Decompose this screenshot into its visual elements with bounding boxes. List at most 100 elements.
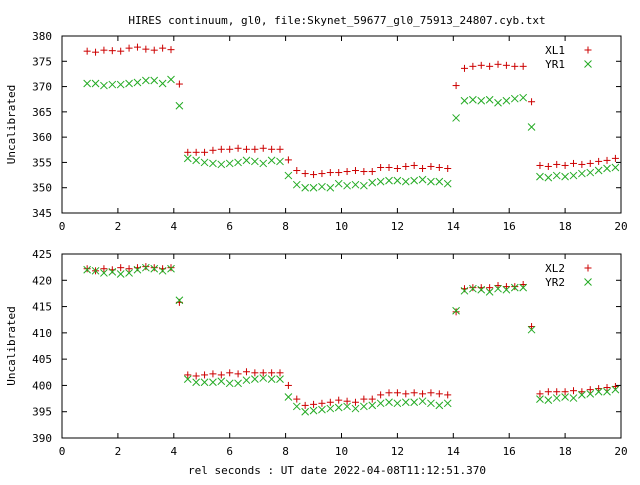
data-point-d2 bbox=[569, 394, 578, 402]
data-point-d2 bbox=[301, 183, 310, 192]
data-point bbox=[368, 395, 376, 403]
data-point bbox=[561, 388, 569, 396]
data-point bbox=[519, 280, 527, 288]
data-point bbox=[351, 398, 359, 406]
data-point bbox=[158, 266, 167, 275]
data-point-d2 bbox=[309, 406, 318, 415]
data-point bbox=[544, 173, 553, 182]
data-point-d2 bbox=[360, 402, 368, 411]
data-point-d2 bbox=[477, 96, 486, 105]
data-point bbox=[100, 265, 108, 273]
data-point bbox=[402, 162, 410, 170]
data-point-d2 bbox=[502, 285, 511, 294]
data-point bbox=[469, 95, 477, 104]
data-point-d2 bbox=[544, 396, 553, 405]
data-point bbox=[569, 394, 578, 402]
data-point-d2 bbox=[502, 96, 511, 105]
y-tick-label: 400 bbox=[32, 379, 52, 392]
x-tick-label: 2 bbox=[115, 445, 122, 458]
data-point bbox=[410, 398, 419, 407]
data-point-d2 bbox=[360, 181, 368, 190]
data-point bbox=[402, 390, 410, 398]
data-point bbox=[292, 402, 301, 411]
data-point-d2 bbox=[603, 164, 611, 173]
data-point bbox=[393, 389, 401, 397]
data-point bbox=[418, 175, 427, 184]
y-tick-label: 365 bbox=[32, 106, 52, 119]
data-point bbox=[427, 177, 435, 186]
data-point bbox=[251, 375, 259, 383]
data-point-d2 bbox=[410, 398, 419, 407]
data-point-d2 bbox=[133, 78, 142, 87]
series-YR2 bbox=[83, 263, 620, 416]
data-point bbox=[611, 154, 619, 162]
data-point bbox=[318, 170, 326, 178]
data-point bbox=[410, 176, 419, 185]
data-point bbox=[167, 46, 175, 54]
legend-marker bbox=[584, 60, 592, 68]
data-point bbox=[360, 168, 368, 176]
data-point bbox=[611, 382, 619, 390]
data-point bbox=[368, 168, 376, 176]
data-point bbox=[268, 369, 276, 377]
data-point bbox=[435, 390, 443, 398]
data-point-d2 bbox=[452, 306, 460, 315]
data-point bbox=[301, 401, 309, 409]
data-point-d2 bbox=[460, 286, 469, 295]
data-point bbox=[251, 369, 259, 377]
data-point-d2 bbox=[401, 398, 410, 407]
data-point bbox=[141, 76, 150, 85]
data-point bbox=[603, 156, 611, 164]
data-point bbox=[360, 395, 368, 403]
data-point bbox=[603, 164, 611, 173]
data-point-d2 bbox=[611, 385, 620, 394]
x-tick-label: 0 bbox=[59, 220, 66, 233]
data-point bbox=[376, 399, 385, 408]
data-point bbox=[452, 114, 460, 122]
y-axis-label: Uncalibrated bbox=[5, 306, 18, 385]
data-point-d2 bbox=[100, 81, 108, 90]
data-point bbox=[452, 308, 460, 316]
data-point bbox=[351, 167, 359, 175]
data-point bbox=[427, 399, 435, 408]
data-point bbox=[368, 401, 377, 410]
series-XL1 bbox=[83, 43, 619, 179]
data-point bbox=[460, 96, 469, 105]
data-point bbox=[460, 64, 468, 72]
data-point bbox=[334, 403, 343, 412]
data-point-d2 bbox=[427, 177, 435, 186]
data-point bbox=[276, 369, 284, 377]
data-point bbox=[510, 94, 519, 103]
data-point-d2 bbox=[284, 393, 293, 401]
x-tick-label: 0 bbox=[59, 445, 66, 458]
data-point-d2 bbox=[267, 375, 276, 383]
data-point bbox=[586, 386, 594, 394]
data-point bbox=[528, 323, 536, 331]
data-point-d2 bbox=[175, 296, 184, 305]
data-point bbox=[225, 159, 234, 168]
data-point-d2 bbox=[443, 399, 452, 408]
data-point-d2 bbox=[276, 375, 284, 383]
chart-panel-2: 0 2 4 6 8 10 12 14 16 18 20 390 395 400 405 410 415 420 42… bbox=[5, 248, 628, 477]
data-point bbox=[167, 264, 175, 272]
data-point-d2 bbox=[133, 265, 142, 274]
data-point bbox=[477, 61, 485, 69]
data-point bbox=[527, 123, 536, 131]
data-point bbox=[595, 157, 603, 165]
data-point-d2 bbox=[326, 404, 335, 413]
data-point bbox=[335, 396, 343, 404]
data-point-d2 bbox=[527, 325, 536, 334]
data-point-d2 bbox=[267, 156, 276, 165]
data-point bbox=[385, 176, 393, 185]
legend-marker bbox=[584, 46, 592, 54]
data-point bbox=[242, 368, 250, 376]
chart-panel-1: 0 2 4 6 8 10 12 14 16 18 20 345 350 355 360 365 370 375 38… bbox=[5, 30, 628, 233]
data-point bbox=[343, 181, 351, 190]
data-point-d2 bbox=[578, 391, 586, 399]
data-point bbox=[83, 265, 91, 273]
data-point-d2 bbox=[343, 402, 351, 411]
data-point bbox=[485, 287, 494, 296]
data-point bbox=[611, 385, 620, 394]
data-point-d2 bbox=[469, 95, 477, 104]
data-point-d2 bbox=[242, 156, 251, 165]
